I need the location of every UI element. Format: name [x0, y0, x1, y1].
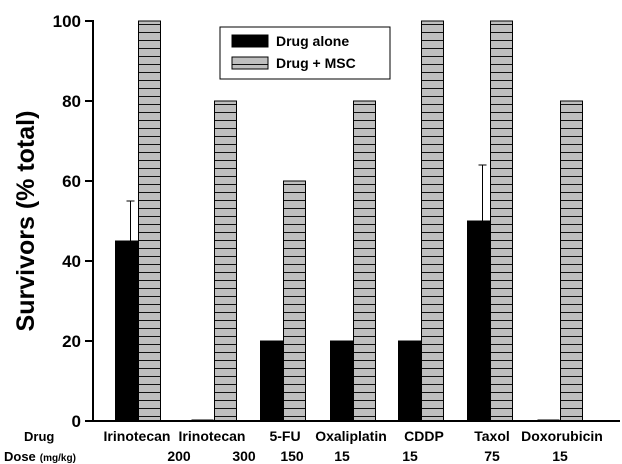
x-category-label: 5-FU — [269, 428, 300, 444]
bar-drug-alone — [467, 220, 490, 422]
x-dose-label: 75 — [484, 448, 500, 464]
bar-drug-msc — [138, 20, 161, 422]
legend-label-drug-alone: Drug alone — [276, 33, 349, 49]
y-tick-label: 100 — [53, 12, 81, 31]
x-category-label: Taxol — [474, 428, 510, 444]
x-category-label: CDDP — [404, 428, 444, 444]
bar-drug-msc — [421, 20, 444, 422]
legend-swatch-drug-msc — [231, 56, 269, 70]
y-tick-label: 0 — [72, 412, 81, 431]
bar-drug-msc — [353, 100, 376, 422]
x-dose-label: 15 — [552, 448, 568, 464]
x-category-label: Irinotecan — [179, 428, 246, 444]
bar-drug-alone — [330, 340, 353, 422]
bar-drug-msc — [283, 180, 306, 422]
category-labels: Irinotecan 200 Irinotecan 300 5-FU 150 Oxalipl… — [104, 428, 603, 464]
bar-drug-msc — [560, 100, 583, 422]
bars — [115, 20, 583, 422]
bar-drug-msc — [490, 20, 513, 422]
row-label-drug: Drug — [24, 429, 54, 444]
bar-drug-alone — [398, 340, 421, 422]
y-tick-label: 60 — [62, 172, 81, 191]
x-category-label: Doxorubicin — [521, 428, 603, 444]
y-tick-label: 20 — [62, 332, 81, 351]
x-category-label: Oxaliplatin — [315, 428, 387, 444]
x-dose-label: 15 — [402, 448, 418, 464]
legend-box — [219, 26, 391, 80]
legend-label-drug-msc: Drug + MSC — [276, 55, 356, 71]
bar-drug-msc — [214, 100, 237, 422]
legend-swatch-drug-alone — [231, 34, 269, 48]
y-axis-label: Survivors (% total) — [12, 111, 40, 332]
x-dose-label: 15 — [334, 448, 350, 464]
bar-drug-alone — [115, 240, 138, 422]
x-dose-label: 150 — [280, 448, 304, 464]
y-axis-ticks: 0 20 40 60 80 100 — [53, 12, 93, 431]
row-label-dose: Dose (mg/kg) — [4, 449, 76, 464]
axes — [92, 20, 620, 422]
x-category-label: Irinotecan — [104, 428, 171, 444]
x-dose-label: 300 — [232, 448, 256, 464]
y-tick-label: 40 — [62, 252, 81, 271]
x-dose-label: 200 — [167, 448, 191, 464]
y-tick-label: 80 — [62, 92, 81, 111]
bar-drug-alone — [260, 340, 283, 422]
legend: Drug alone Drug + MSC — [219, 26, 391, 80]
